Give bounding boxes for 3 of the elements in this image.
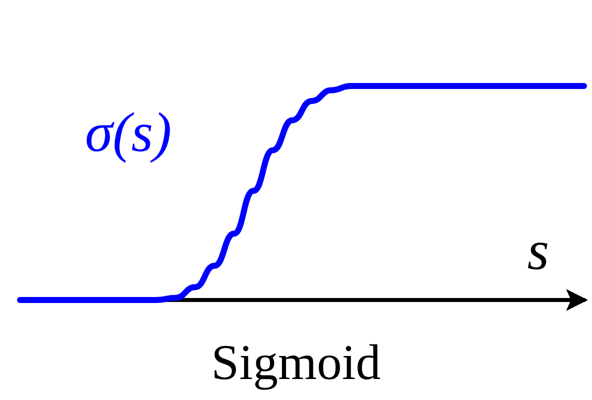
series-label: σ(s) <box>85 102 172 164</box>
text: Sigmoid <box>211 334 381 390</box>
x-axis-title: s <box>527 220 550 282</box>
